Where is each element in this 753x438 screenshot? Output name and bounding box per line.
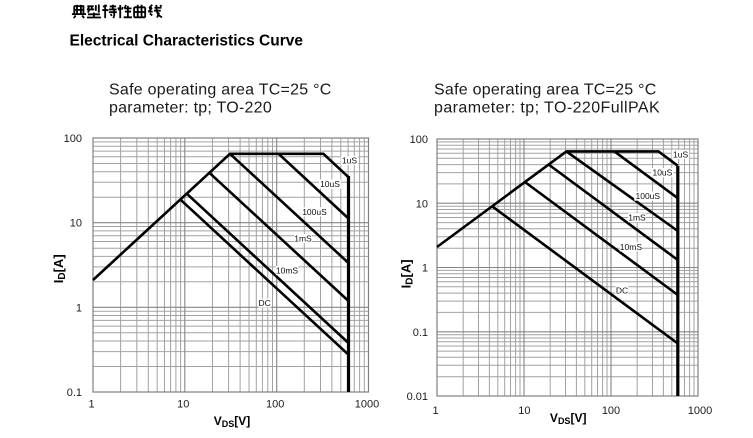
svg-text:Safe operating area TC=25 °C: Safe operating area TC=25 °C <box>434 82 657 99</box>
svg-text:100: 100 <box>266 398 284 410</box>
svg-text:0.1: 0.1 <box>67 387 82 399</box>
svg-text:1uS: 1uS <box>673 149 688 159</box>
svg-text:parameter: tp; TO-220FullPAK: parameter: tp; TO-220FullPAK <box>434 100 660 117</box>
svg-text:10: 10 <box>518 405 530 417</box>
svg-text:Safe operating area TC=25 °C: Safe operating area TC=25 °C <box>109 82 332 99</box>
svg-text:100uS: 100uS <box>636 191 661 201</box>
svg-text:10: 10 <box>416 198 428 210</box>
svg-text:1000: 1000 <box>355 398 379 410</box>
svg-text:100: 100 <box>410 134 428 146</box>
svg-text:100uS: 100uS <box>302 207 327 217</box>
svg-text:0.1: 0.1 <box>413 327 428 339</box>
svg-text:1mS: 1mS <box>294 234 312 244</box>
svg-text:10mS: 10mS <box>620 242 643 252</box>
svg-text:10: 10 <box>177 398 189 410</box>
svg-text:10mS: 10mS <box>276 266 299 276</box>
svg-text:10: 10 <box>70 218 82 230</box>
svg-text:DC: DC <box>258 298 270 308</box>
svg-text:100: 100 <box>64 133 82 145</box>
svg-text:1: 1 <box>432 405 438 417</box>
svg-text:DC: DC <box>616 286 628 296</box>
svg-text:10uS: 10uS <box>652 168 672 178</box>
svg-text:1000: 1000 <box>688 405 712 417</box>
svg-text:100: 100 <box>602 405 620 417</box>
svg-text:parameter: tp; TO-220: parameter: tp; TO-220 <box>109 100 272 117</box>
svg-text:10uS: 10uS <box>320 179 340 189</box>
svg-text:1: 1 <box>76 302 82 314</box>
svg-text:1uS: 1uS <box>342 156 357 166</box>
svg-text:1: 1 <box>88 398 94 410</box>
svg-text:1mS: 1mS <box>628 213 646 223</box>
svg-text:Electrical Characteristics Cur: Electrical Characteristics Curve <box>70 33 304 50</box>
svg-text:1: 1 <box>422 263 428 275</box>
svg-text:0.01: 0.01 <box>407 391 428 403</box>
